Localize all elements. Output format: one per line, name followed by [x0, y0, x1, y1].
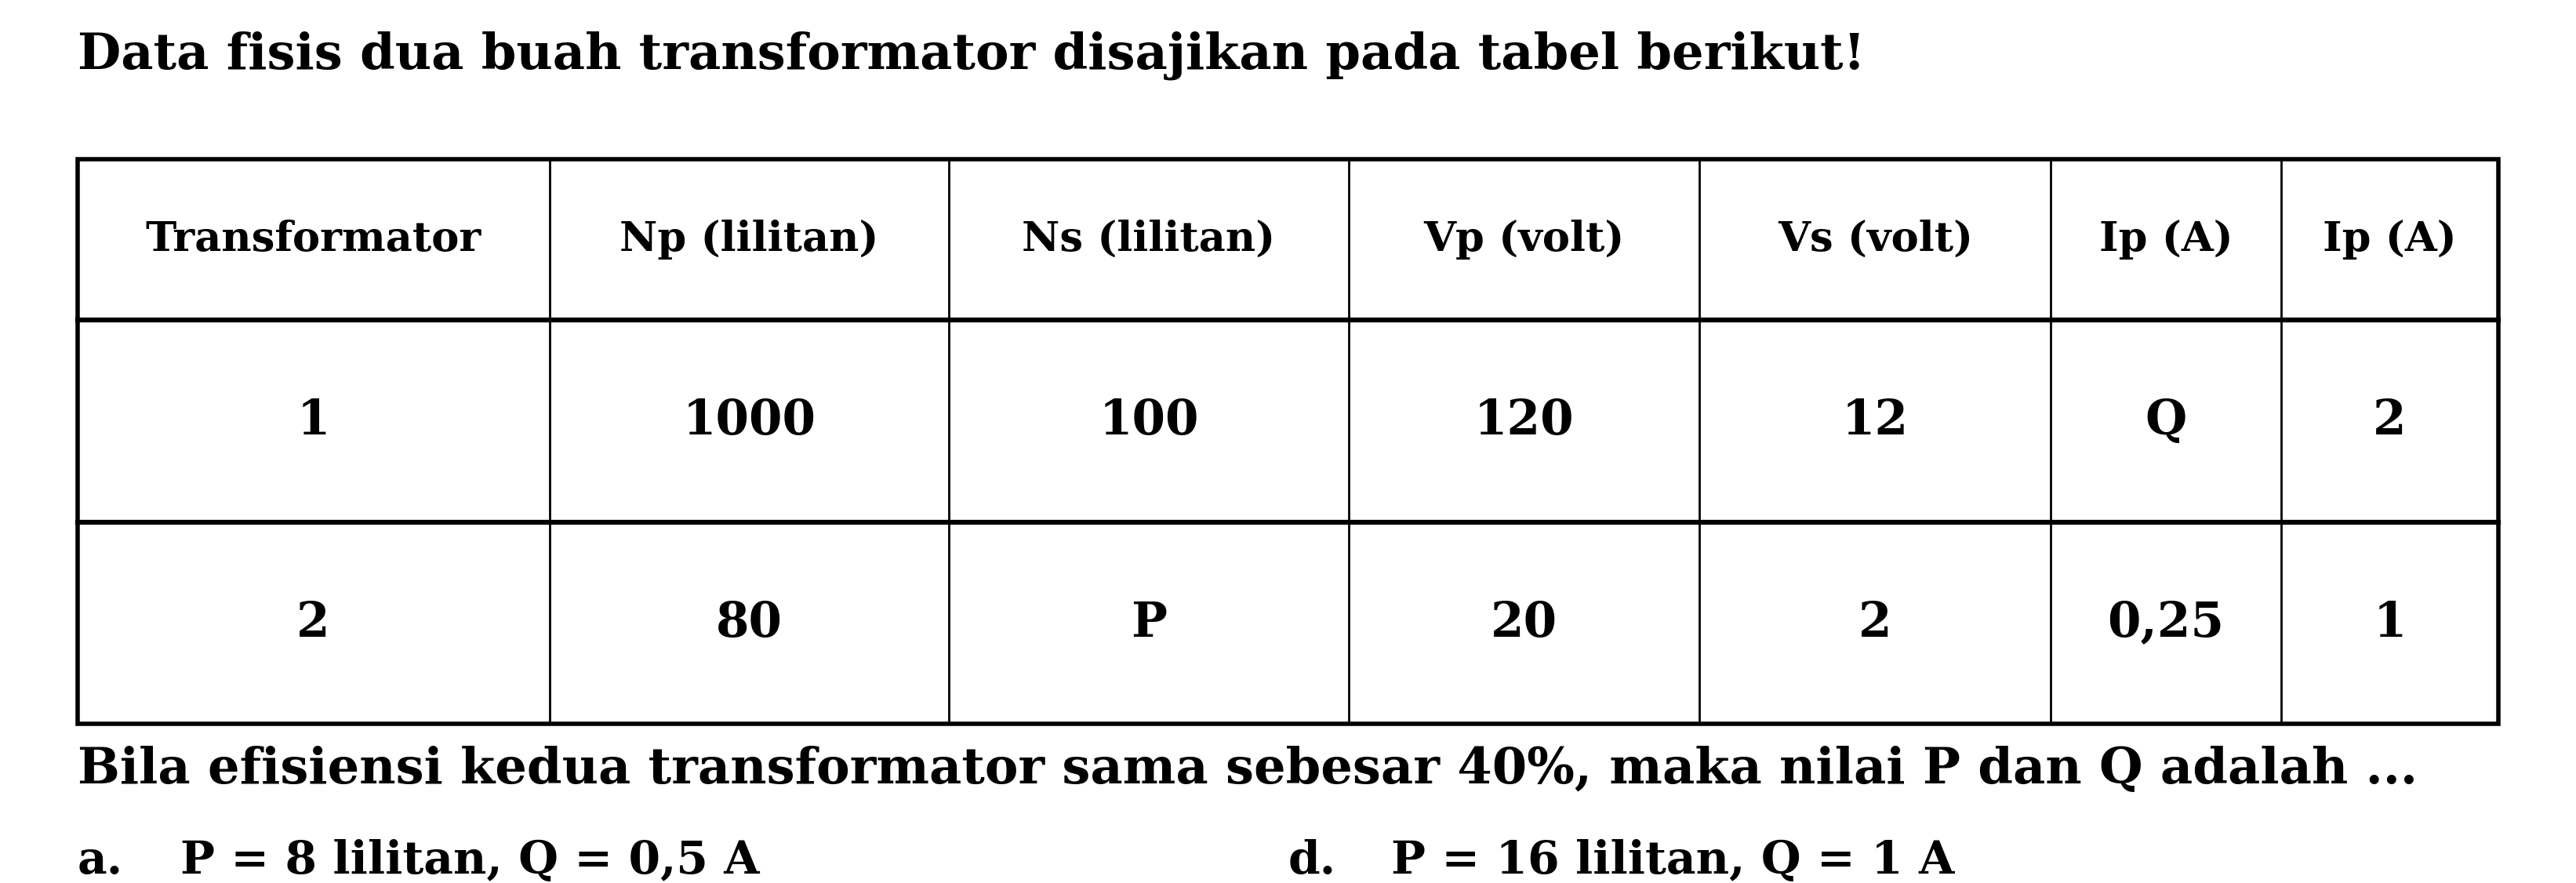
Text: P = 16 lilitan, Q = 1 A: P = 16 lilitan, Q = 1 A — [1391, 839, 1955, 883]
Text: 12: 12 — [1842, 397, 1909, 444]
Text: Ip (A): Ip (A) — [2099, 220, 2233, 260]
Text: Vp (volt): Vp (volt) — [1425, 220, 1625, 260]
Text: 120: 120 — [1473, 397, 1574, 444]
Text: Ip (A): Ip (A) — [2324, 220, 2458, 260]
Text: Ns (lilitan): Ns (lilitan) — [1023, 220, 1275, 260]
Text: Bila efisiensi kedua transformator sama sebesar 40%, maka nilai P dan Q adalah .: Bila efisiensi kedua transformator sama … — [77, 746, 2416, 794]
Text: 2: 2 — [1857, 600, 1891, 646]
Text: Transformator: Transformator — [144, 220, 482, 260]
Text: 100: 100 — [1100, 397, 1198, 444]
Text: 80: 80 — [716, 600, 783, 646]
Text: 1000: 1000 — [683, 397, 817, 444]
Text: Vs (volt): Vs (volt) — [1777, 220, 1973, 260]
Text: Q: Q — [2146, 397, 2187, 444]
Text: 0,25: 0,25 — [2107, 600, 2223, 646]
Text: a.: a. — [77, 839, 124, 883]
Text: P: P — [1131, 600, 1167, 646]
Text: 1: 1 — [2372, 600, 2406, 646]
Text: 1: 1 — [296, 397, 330, 444]
Bar — [77, 159, 2499, 724]
Text: 2: 2 — [2372, 397, 2406, 444]
Text: Np (lilitan): Np (lilitan) — [621, 220, 878, 260]
Text: d.: d. — [1288, 839, 1337, 883]
Text: 20: 20 — [1492, 600, 1558, 646]
Text: 2: 2 — [296, 600, 330, 646]
Text: Data fisis dua buah transformator disajikan pada tabel berikut!: Data fisis dua buah transformator disaji… — [77, 31, 1865, 80]
Text: P = 8 lilitan, Q = 0,5 A: P = 8 lilitan, Q = 0,5 A — [180, 839, 760, 883]
